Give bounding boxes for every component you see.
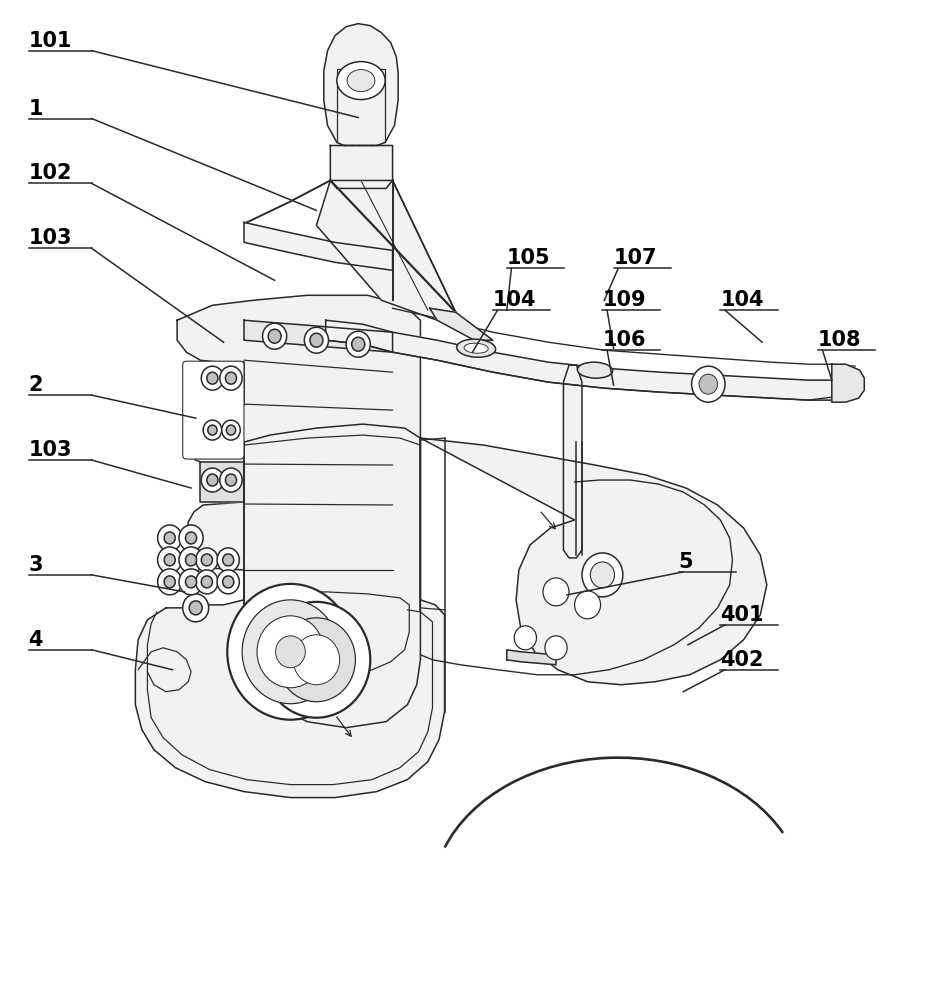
Circle shape xyxy=(225,372,236,384)
Circle shape xyxy=(157,569,181,595)
Ellipse shape xyxy=(578,362,613,378)
Circle shape xyxy=(185,554,196,566)
Text: 104: 104 xyxy=(493,290,537,310)
Polygon shape xyxy=(136,424,445,798)
Circle shape xyxy=(514,626,537,650)
Circle shape xyxy=(346,331,370,357)
Polygon shape xyxy=(324,24,398,145)
Circle shape xyxy=(164,576,175,588)
Text: 401: 401 xyxy=(721,605,764,625)
Text: 107: 107 xyxy=(614,248,658,268)
Circle shape xyxy=(182,594,208,622)
Circle shape xyxy=(591,562,615,588)
Circle shape xyxy=(217,570,239,594)
Polygon shape xyxy=(244,320,392,352)
Circle shape xyxy=(582,553,623,597)
Circle shape xyxy=(262,602,370,718)
Circle shape xyxy=(164,532,175,544)
Circle shape xyxy=(164,554,175,566)
Polygon shape xyxy=(330,145,392,188)
Circle shape xyxy=(179,525,203,551)
Circle shape xyxy=(201,554,212,566)
Circle shape xyxy=(543,578,569,606)
Text: 108: 108 xyxy=(817,330,861,350)
Circle shape xyxy=(206,372,218,384)
Polygon shape xyxy=(326,320,855,400)
Circle shape xyxy=(157,525,181,551)
Ellipse shape xyxy=(464,343,488,353)
Polygon shape xyxy=(244,222,392,270)
Circle shape xyxy=(242,600,339,704)
Ellipse shape xyxy=(347,70,375,92)
Circle shape xyxy=(268,329,281,343)
Circle shape xyxy=(206,474,218,486)
Text: 2: 2 xyxy=(29,375,43,395)
Circle shape xyxy=(293,635,339,685)
Circle shape xyxy=(277,618,355,702)
Circle shape xyxy=(226,425,235,435)
Circle shape xyxy=(222,576,233,588)
Polygon shape xyxy=(507,650,556,665)
Text: 402: 402 xyxy=(721,650,764,670)
Polygon shape xyxy=(200,362,244,402)
Text: 1: 1 xyxy=(29,99,43,119)
Circle shape xyxy=(225,474,236,486)
Circle shape xyxy=(699,374,718,394)
Circle shape xyxy=(545,636,567,660)
Text: 101: 101 xyxy=(29,31,72,51)
Circle shape xyxy=(221,420,240,440)
Text: 106: 106 xyxy=(603,330,646,350)
Circle shape xyxy=(207,425,217,435)
Circle shape xyxy=(185,576,196,588)
Circle shape xyxy=(219,366,242,390)
Text: 3: 3 xyxy=(29,555,43,575)
Circle shape xyxy=(257,616,324,688)
Circle shape xyxy=(189,601,202,615)
Circle shape xyxy=(219,468,242,492)
Circle shape xyxy=(201,366,223,390)
Circle shape xyxy=(352,337,365,351)
Ellipse shape xyxy=(337,62,385,100)
Circle shape xyxy=(179,547,203,573)
Polygon shape xyxy=(200,462,244,502)
Polygon shape xyxy=(177,295,420,728)
Circle shape xyxy=(185,532,196,544)
Circle shape xyxy=(692,366,725,402)
Circle shape xyxy=(195,548,218,572)
Polygon shape xyxy=(564,365,582,558)
Text: 104: 104 xyxy=(721,290,764,310)
Text: 103: 103 xyxy=(29,440,72,460)
Circle shape xyxy=(195,570,218,594)
Circle shape xyxy=(217,548,239,572)
Circle shape xyxy=(227,584,353,720)
Circle shape xyxy=(157,547,181,573)
Text: 5: 5 xyxy=(679,552,693,572)
Circle shape xyxy=(304,327,328,353)
Circle shape xyxy=(275,636,305,668)
FancyBboxPatch shape xyxy=(182,361,244,459)
Text: 102: 102 xyxy=(29,163,72,183)
Polygon shape xyxy=(430,308,493,340)
Circle shape xyxy=(179,569,203,595)
Circle shape xyxy=(575,591,601,619)
Circle shape xyxy=(222,554,233,566)
Circle shape xyxy=(310,333,323,347)
Text: 105: 105 xyxy=(507,248,551,268)
Polygon shape xyxy=(831,364,864,402)
Text: 109: 109 xyxy=(603,290,646,310)
Circle shape xyxy=(201,576,212,588)
Polygon shape xyxy=(316,180,456,320)
Text: 103: 103 xyxy=(29,228,72,248)
Circle shape xyxy=(203,420,221,440)
Polygon shape xyxy=(420,438,767,685)
Ellipse shape xyxy=(457,339,496,357)
Text: 4: 4 xyxy=(29,630,43,650)
Circle shape xyxy=(201,468,223,492)
Circle shape xyxy=(262,323,286,349)
